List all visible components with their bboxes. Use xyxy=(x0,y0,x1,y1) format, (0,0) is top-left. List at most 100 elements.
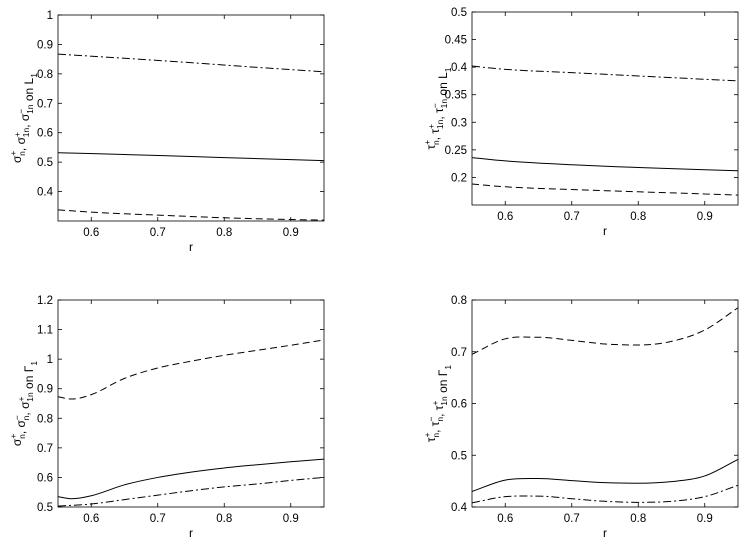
series-line-solid xyxy=(471,458,739,492)
y-tick-label: 0.7 xyxy=(37,443,53,455)
y-label-subscript: n xyxy=(435,417,445,422)
series-line-dashed xyxy=(57,209,325,221)
y-tick-label: 0.9 xyxy=(37,39,53,51)
y-label-subscript: 1 xyxy=(29,73,39,78)
y-label-superscript: + xyxy=(12,132,22,137)
y-label-text: , τ xyxy=(432,405,446,417)
series-line-solid xyxy=(471,157,739,172)
y-tick-label: 0.3 xyxy=(451,117,467,129)
y-tick-label: 0.5 xyxy=(37,502,53,514)
y-label-subscript: 1n xyxy=(439,99,449,109)
series-line-dashdot xyxy=(471,65,739,82)
axes-frame xyxy=(57,299,325,508)
y-label-superscript: + xyxy=(430,400,440,405)
x-tick-label: 0.9 xyxy=(283,227,299,239)
series-line-dashed xyxy=(57,339,325,400)
x-tick-label: 0.8 xyxy=(630,211,646,223)
y-label-text: , τ xyxy=(428,421,442,433)
axes-frame xyxy=(471,11,739,206)
x-axis-label: r xyxy=(189,526,193,540)
x-tick-label: 0.9 xyxy=(283,513,299,525)
y-label-subscript: 1n xyxy=(21,128,31,138)
y-tick-label: 1 xyxy=(47,10,53,22)
y-label-subscript: 1n xyxy=(439,396,449,406)
y-tick-label: 0.2 xyxy=(451,172,467,184)
y-label-superscript: + xyxy=(16,397,26,402)
y-tick-label: 0.7 xyxy=(37,98,53,110)
y-tick-label: 1.1 xyxy=(37,325,53,337)
chart-panel-bottom-left: 0.6 0.7 0.8 0.90.50.60.70.80.911.11.2rσ+n, … xyxy=(8,295,325,540)
y-label-superscript: + xyxy=(422,140,432,145)
y-tick-label: 0.6 xyxy=(451,399,467,411)
x-axis-label: r xyxy=(603,526,607,540)
y-axis-label: σ+n, σ+1n, σ−1n on L1 xyxy=(8,73,39,163)
y-label-text: , σ xyxy=(18,113,32,128)
y-tick-label: 0.45 xyxy=(445,35,467,47)
chart-panel-bottom-right: 0.6 0.7 0.8 0.90.40.50.60.70.8rτ+n, τ−n, τ+… xyxy=(422,295,739,540)
y-tick-label: 0.4 xyxy=(37,187,54,199)
y-label-subscript: 1n xyxy=(25,392,35,402)
x-tick-label: 0.7 xyxy=(564,211,580,223)
chart-panel-top-right: 0.6 0.7 0.8 0.90.20.250.30.350.40.450.5rτ+n… xyxy=(422,7,739,238)
y-tick-label: 0.8 xyxy=(37,413,53,425)
y-tick-label: 0.6 xyxy=(37,128,53,140)
x-tick-label: 0.6 xyxy=(83,227,99,239)
series-line-dashdot xyxy=(471,484,739,504)
x-tick-label: 0.7 xyxy=(564,513,580,525)
x-tick-label: 0.8 xyxy=(216,227,232,239)
x-axis-label: r xyxy=(189,240,193,254)
y-tick-label: 0.8 xyxy=(451,295,467,307)
y-label-superscript: − xyxy=(16,109,26,114)
y-label-superscript: + xyxy=(8,434,18,439)
series-line-dashdot xyxy=(57,476,325,507)
y-label-subscript: n xyxy=(431,140,441,145)
series-line-dashed xyxy=(471,307,739,355)
y-axis-label: τ+n, τ−n, τ+1n on Γ1 xyxy=(422,365,453,442)
y-label-subscript: 1 xyxy=(443,67,453,72)
y-tick-label: 0.5 xyxy=(451,450,467,462)
y-label-text: on Γ xyxy=(436,369,450,396)
x-tick-label: 0.6 xyxy=(83,513,99,525)
y-label-text: on Γ xyxy=(22,365,36,392)
series-line-dashdot xyxy=(57,53,325,73)
y-label-subscript: 1 xyxy=(443,365,453,370)
series-line-dashed xyxy=(471,183,739,196)
y-label-text: , σ xyxy=(18,401,32,416)
x-tick-label: 0.9 xyxy=(697,513,713,525)
y-label-subscript: n xyxy=(21,415,31,420)
x-axis-label: r xyxy=(603,224,607,238)
y-tick-label: 0.35 xyxy=(445,90,467,102)
y-label-text: on L xyxy=(436,72,450,99)
y-tick-label: 0.5 xyxy=(37,157,53,169)
y-tick-label: 1 xyxy=(47,354,53,366)
y-axis-label: σ+n, σ−n, σ+1n on Γ1 xyxy=(8,361,39,446)
y-tick-label: 0.8 xyxy=(37,69,53,81)
x-tick-label: 0.8 xyxy=(630,513,646,525)
x-tick-label: 0.7 xyxy=(150,513,166,525)
x-tick-label: 0.6 xyxy=(497,513,513,525)
series-line-solid xyxy=(57,458,325,500)
y-label-text: on L xyxy=(22,77,36,104)
y-tick-label: 0.25 xyxy=(445,145,467,157)
y-label-symbol: σ xyxy=(10,155,24,163)
y-label-subscript: 1 xyxy=(29,361,39,366)
y-label-text: , τ xyxy=(432,108,446,120)
y-tick-label: 0.4 xyxy=(451,502,468,514)
y-tick-label: 0.4 xyxy=(451,62,468,74)
series-line-solid xyxy=(57,152,325,162)
y-tick-label: 0.7 xyxy=(451,347,467,359)
y-tick-label: 0.5 xyxy=(451,7,467,19)
y-label-symbol: σ xyxy=(10,438,24,446)
y-label-subscript: n xyxy=(17,151,27,156)
y-label-text: , τ xyxy=(428,129,442,141)
y-label-superscript: + xyxy=(8,151,18,156)
y-tick-label: 0.6 xyxy=(37,472,53,484)
y-label-superscript: + xyxy=(422,432,432,437)
y-tick-label: 1.2 xyxy=(37,295,53,307)
y-label-superscript: + xyxy=(426,124,436,129)
x-tick-label: 0.7 xyxy=(150,227,166,239)
y-tick-label: 0.9 xyxy=(37,384,53,396)
axes-frame xyxy=(57,14,325,222)
y-label-symbol: τ xyxy=(424,145,438,150)
